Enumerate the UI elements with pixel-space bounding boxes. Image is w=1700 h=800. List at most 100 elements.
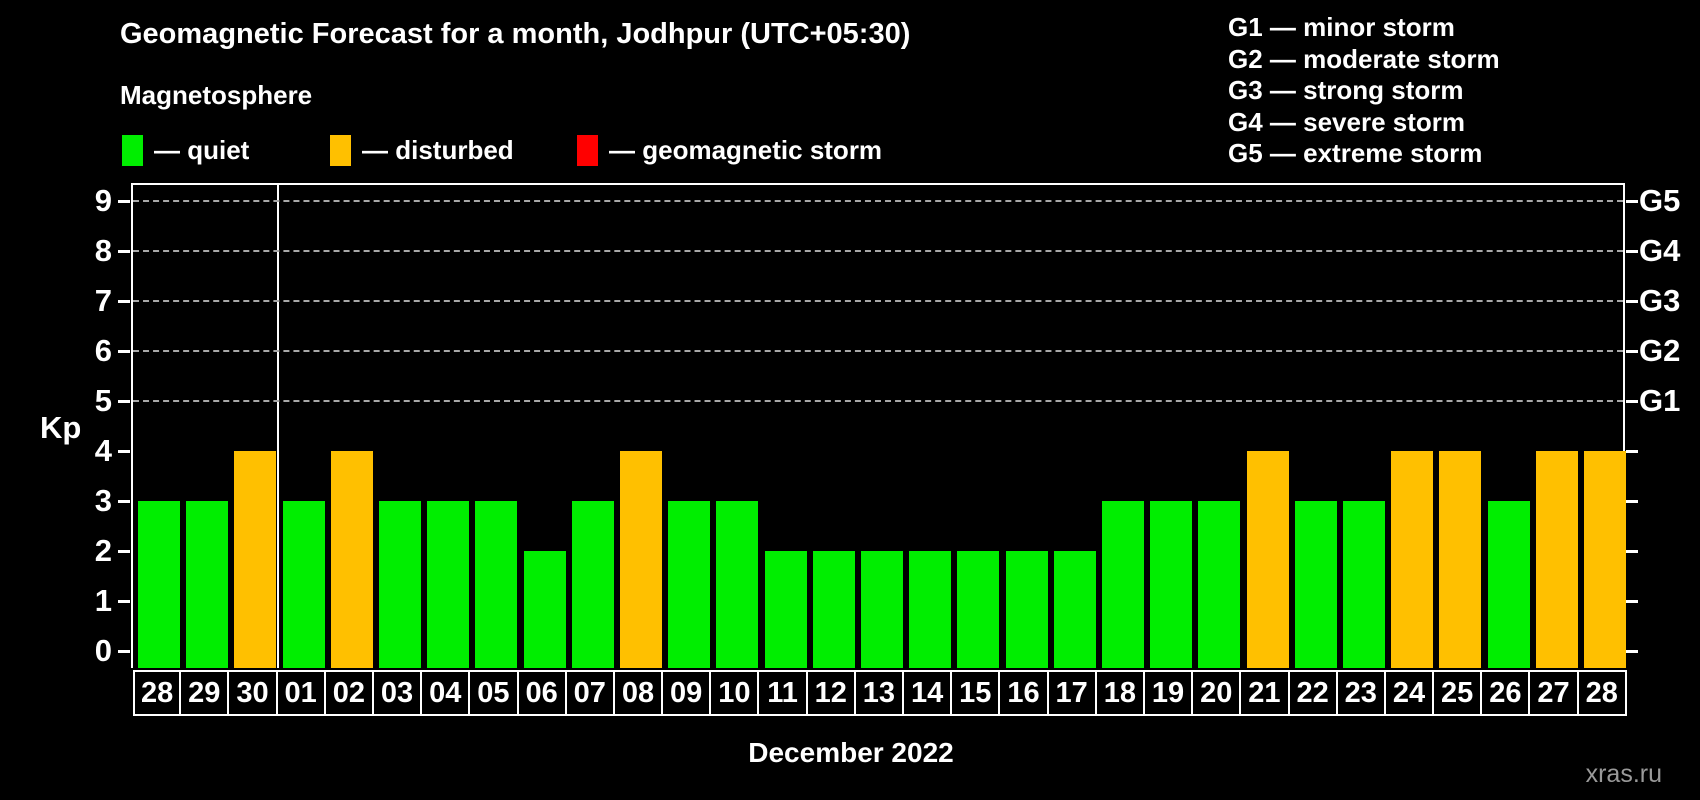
y-tick-label-4: 4 <box>94 433 112 468</box>
right-axis-label-g1: G1 <box>1639 383 1681 418</box>
gridline-kp6 <box>133 350 1623 352</box>
legend-disturbed-label: — disturbed <box>362 134 514 165</box>
date-label-30: 30 <box>229 670 278 716</box>
watermark: xras.ru <box>1585 760 1662 788</box>
storm-scale-item-g3: G3 — strong storm <box>1228 75 1464 106</box>
left-tick-2 <box>118 550 130 553</box>
right-tick-0 <box>1626 650 1638 653</box>
bar-day-05 <box>475 501 518 668</box>
date-label-10: 10 <box>711 670 760 716</box>
date-label-16: 16 <box>1000 670 1049 716</box>
date-label-29: 29 <box>181 670 230 716</box>
y-tick-label-9: 9 <box>94 183 112 218</box>
storm-color-swatch <box>577 134 598 166</box>
left-tick-3 <box>118 500 130 503</box>
bar-day-19 <box>1150 501 1193 668</box>
y-tick-label-1: 1 <box>94 583 112 618</box>
date-label-12: 12 <box>807 670 856 716</box>
bar-day-17 <box>1053 551 1096 668</box>
gridline-kp5 <box>133 400 1623 402</box>
bar-day-25 <box>1439 451 1482 668</box>
bar-day-18 <box>1102 501 1144 668</box>
date-label-24: 24 <box>1385 670 1435 716</box>
bar-day-04 <box>427 501 470 668</box>
right-tick-7 <box>1626 300 1638 303</box>
legend-storm-label: — geomagnetic storm <box>609 134 883 165</box>
date-label-03: 03 <box>373 670 423 716</box>
bar-day-01 <box>282 501 325 668</box>
date-label-05: 05 <box>470 670 519 716</box>
bar-day-02 <box>330 451 373 668</box>
bar-day-07 <box>571 501 614 668</box>
bar-day-28 <box>1584 451 1626 668</box>
storm-scale-item-g1: G1 — minor storm <box>1228 12 1455 42</box>
left-tick-4 <box>118 450 130 453</box>
chart-title: Geomagnetic Forecast for a month, Jodhpu… <box>120 18 911 50</box>
y-tick-label-8: 8 <box>94 233 112 268</box>
left-tick-5 <box>118 400 130 403</box>
date-label-06: 06 <box>518 670 567 716</box>
left-tick-0 <box>118 650 130 653</box>
storm-scale-item-g4: G4 — severe storm <box>1228 106 1466 137</box>
bar-day-09 <box>668 501 711 668</box>
y-tick-label-6: 6 <box>94 333 112 368</box>
date-label-14: 14 <box>904 670 953 716</box>
y-tick-label-7: 7 <box>94 283 112 318</box>
legend-quiet-label: — quiet <box>154 134 250 165</box>
date-label-19: 19 <box>1144 670 1194 716</box>
right-tick-4 <box>1626 450 1638 453</box>
right-tick-5 <box>1626 400 1638 403</box>
date-label-22: 22 <box>1289 670 1338 716</box>
bar-day-30 <box>234 451 277 668</box>
date-label-26: 26 <box>1482 670 1531 716</box>
month-boundary-line <box>277 185 279 668</box>
magnetosphere-label: Magnetosphere <box>120 80 313 110</box>
right-axis-label-g4: G4 <box>1639 233 1681 268</box>
bar-day-08 <box>620 451 662 668</box>
bar-day-03 <box>379 501 421 668</box>
bar-day-14 <box>909 551 952 668</box>
date-label-17: 17 <box>1048 670 1097 716</box>
date-label-23: 23 <box>1337 670 1386 716</box>
gridline-kp8 <box>133 250 1623 252</box>
date-label-02: 02 <box>325 670 374 716</box>
quiet-color-swatch <box>122 134 143 166</box>
x-axis-date-row: 28 29 30 01 02 03 04 05 06 07 08 09 10 11 12 13 14 15 16 17… <box>133 670 1627 716</box>
left-tick-9 <box>118 200 130 203</box>
bar-day-15 <box>957 551 1000 668</box>
date-label-15: 15 <box>952 670 1001 716</box>
legend-item-storm: — geomagnetic storm <box>577 134 882 166</box>
bar-day-21 <box>1246 451 1289 668</box>
legend-item-disturbed: — disturbed <box>330 134 514 166</box>
bar-day-06 <box>523 551 566 668</box>
date-label-28: 28 <box>133 670 182 716</box>
date-label-20: 20 <box>1193 670 1242 716</box>
y-tick-label-3: 3 <box>94 483 112 518</box>
gridline-kp7 <box>133 300 1623 302</box>
bar-day-29 <box>186 501 229 668</box>
date-label-08: 08 <box>614 670 664 716</box>
date-label-27: 27 <box>1530 670 1579 716</box>
date-label-18: 18 <box>1096 670 1145 716</box>
bar-day-24 <box>1391 451 1434 668</box>
bar-day-20 <box>1198 501 1241 668</box>
date-label-28: 28 <box>1578 670 1627 716</box>
storm-scale-item-g5: G5 — extreme storm <box>1228 138 1483 169</box>
storm-scale-legend: G1 — minor storm G2 — moderate storm G3 … <box>1228 12 1500 170</box>
bar-day-22 <box>1294 501 1337 668</box>
y-tick-label-2: 2 <box>94 533 112 568</box>
right-tick-1 <box>1626 600 1638 603</box>
right-axis-label-g2: G2 <box>1639 333 1681 368</box>
right-tick-8 <box>1626 250 1638 253</box>
date-label-21: 21 <box>1241 670 1290 716</box>
left-tick-8 <box>118 250 130 253</box>
bar-day-13 <box>861 551 903 668</box>
y-axis-label: Kp <box>40 410 82 445</box>
disturbed-color-swatch <box>330 134 351 166</box>
bar-day-27 <box>1535 451 1578 668</box>
y-tick-label-5: 5 <box>94 383 112 418</box>
bar-day-26 <box>1487 501 1530 668</box>
right-axis-label-g3: G3 <box>1639 283 1681 318</box>
storm-scale-item-g2: G2 — moderate storm <box>1228 43 1500 74</box>
